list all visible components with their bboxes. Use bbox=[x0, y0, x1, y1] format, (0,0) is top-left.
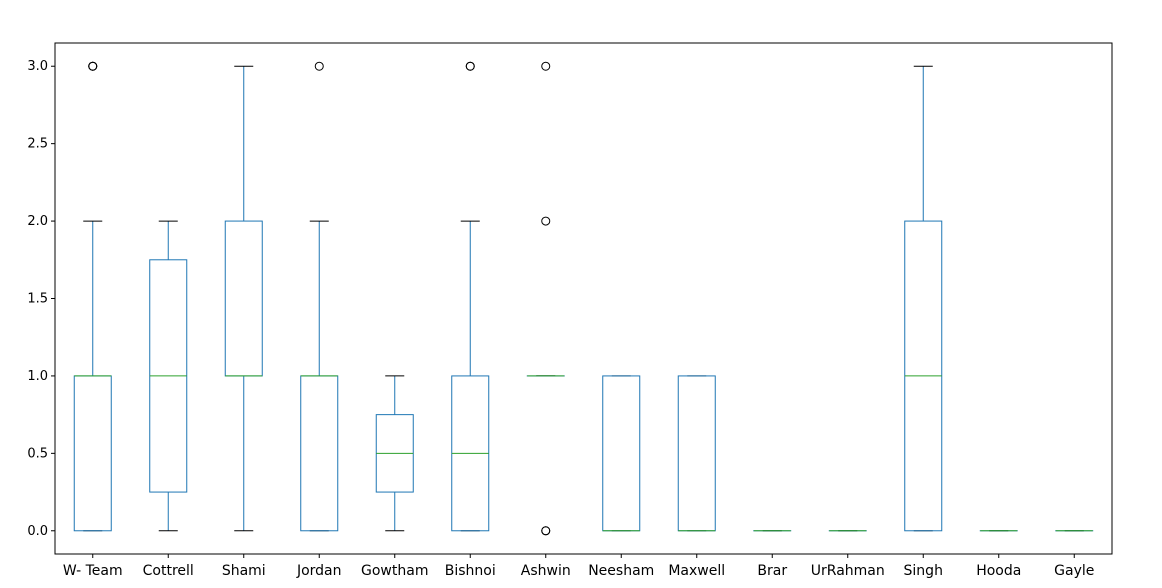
box-group bbox=[225, 66, 262, 531]
box-group bbox=[74, 62, 111, 531]
x-tick-label: UrRahman bbox=[811, 563, 885, 579]
y-tick-label: 2.5 bbox=[27, 137, 48, 152]
x-tick-label: Singh bbox=[904, 563, 943, 579]
y-tick-label: 0.5 bbox=[27, 446, 48, 461]
box-group bbox=[452, 62, 489, 531]
x-tick-label: Jordan bbox=[296, 563, 342, 579]
box-iqr bbox=[225, 221, 262, 376]
outlier-point bbox=[542, 527, 550, 535]
axes-frame bbox=[55, 43, 1112, 554]
y-tick-label: 2.0 bbox=[27, 214, 48, 229]
x-tick-label: Neesham bbox=[588, 563, 654, 579]
box-group bbox=[603, 376, 640, 531]
x-tick-label: Gayle bbox=[1054, 563, 1094, 579]
box-iqr bbox=[301, 376, 338, 531]
box-iqr bbox=[603, 376, 640, 531]
x-axis: W- Team Cottrell Shami Jordan Gowtham Bishnoi… bbox=[63, 554, 1095, 579]
box-group bbox=[150, 221, 187, 531]
x-tick-label: Cottrell bbox=[143, 563, 194, 579]
outlier-point bbox=[542, 217, 550, 225]
outlier-point bbox=[466, 62, 474, 70]
x-tick-label: Brar bbox=[757, 563, 787, 579]
outlier-point bbox=[315, 62, 323, 70]
outlier-point bbox=[542, 62, 550, 70]
box-group bbox=[376, 376, 413, 531]
outlier-point bbox=[89, 62, 97, 70]
box-group bbox=[905, 66, 942, 531]
box-group bbox=[301, 62, 338, 531]
plot-marks bbox=[74, 62, 1093, 535]
box-group bbox=[678, 376, 715, 531]
x-tick-label: Ashwin bbox=[521, 563, 571, 579]
y-tick-label: 0.0 bbox=[27, 524, 48, 539]
box-group bbox=[527, 62, 564, 535]
y-tick-label: 1.0 bbox=[27, 369, 48, 384]
x-tick-label: Shami bbox=[222, 563, 266, 579]
x-tick-label: Bishnoi bbox=[445, 563, 496, 579]
box-iqr bbox=[678, 376, 715, 531]
x-tick-label: Maxwell bbox=[668, 563, 725, 579]
x-tick-label: Gowtham bbox=[361, 563, 428, 579]
x-tick-label: W- Team bbox=[63, 563, 123, 579]
x-tick-label: Hooda bbox=[976, 563, 1021, 579]
y-axis: 0.0 0.5 1.0 1.5 2.0 2.5 3.0 bbox=[27, 59, 55, 539]
y-tick-label: 1.5 bbox=[27, 292, 48, 307]
y-tick-label: 3.0 bbox=[27, 59, 48, 74]
box-iqr bbox=[74, 376, 111, 531]
